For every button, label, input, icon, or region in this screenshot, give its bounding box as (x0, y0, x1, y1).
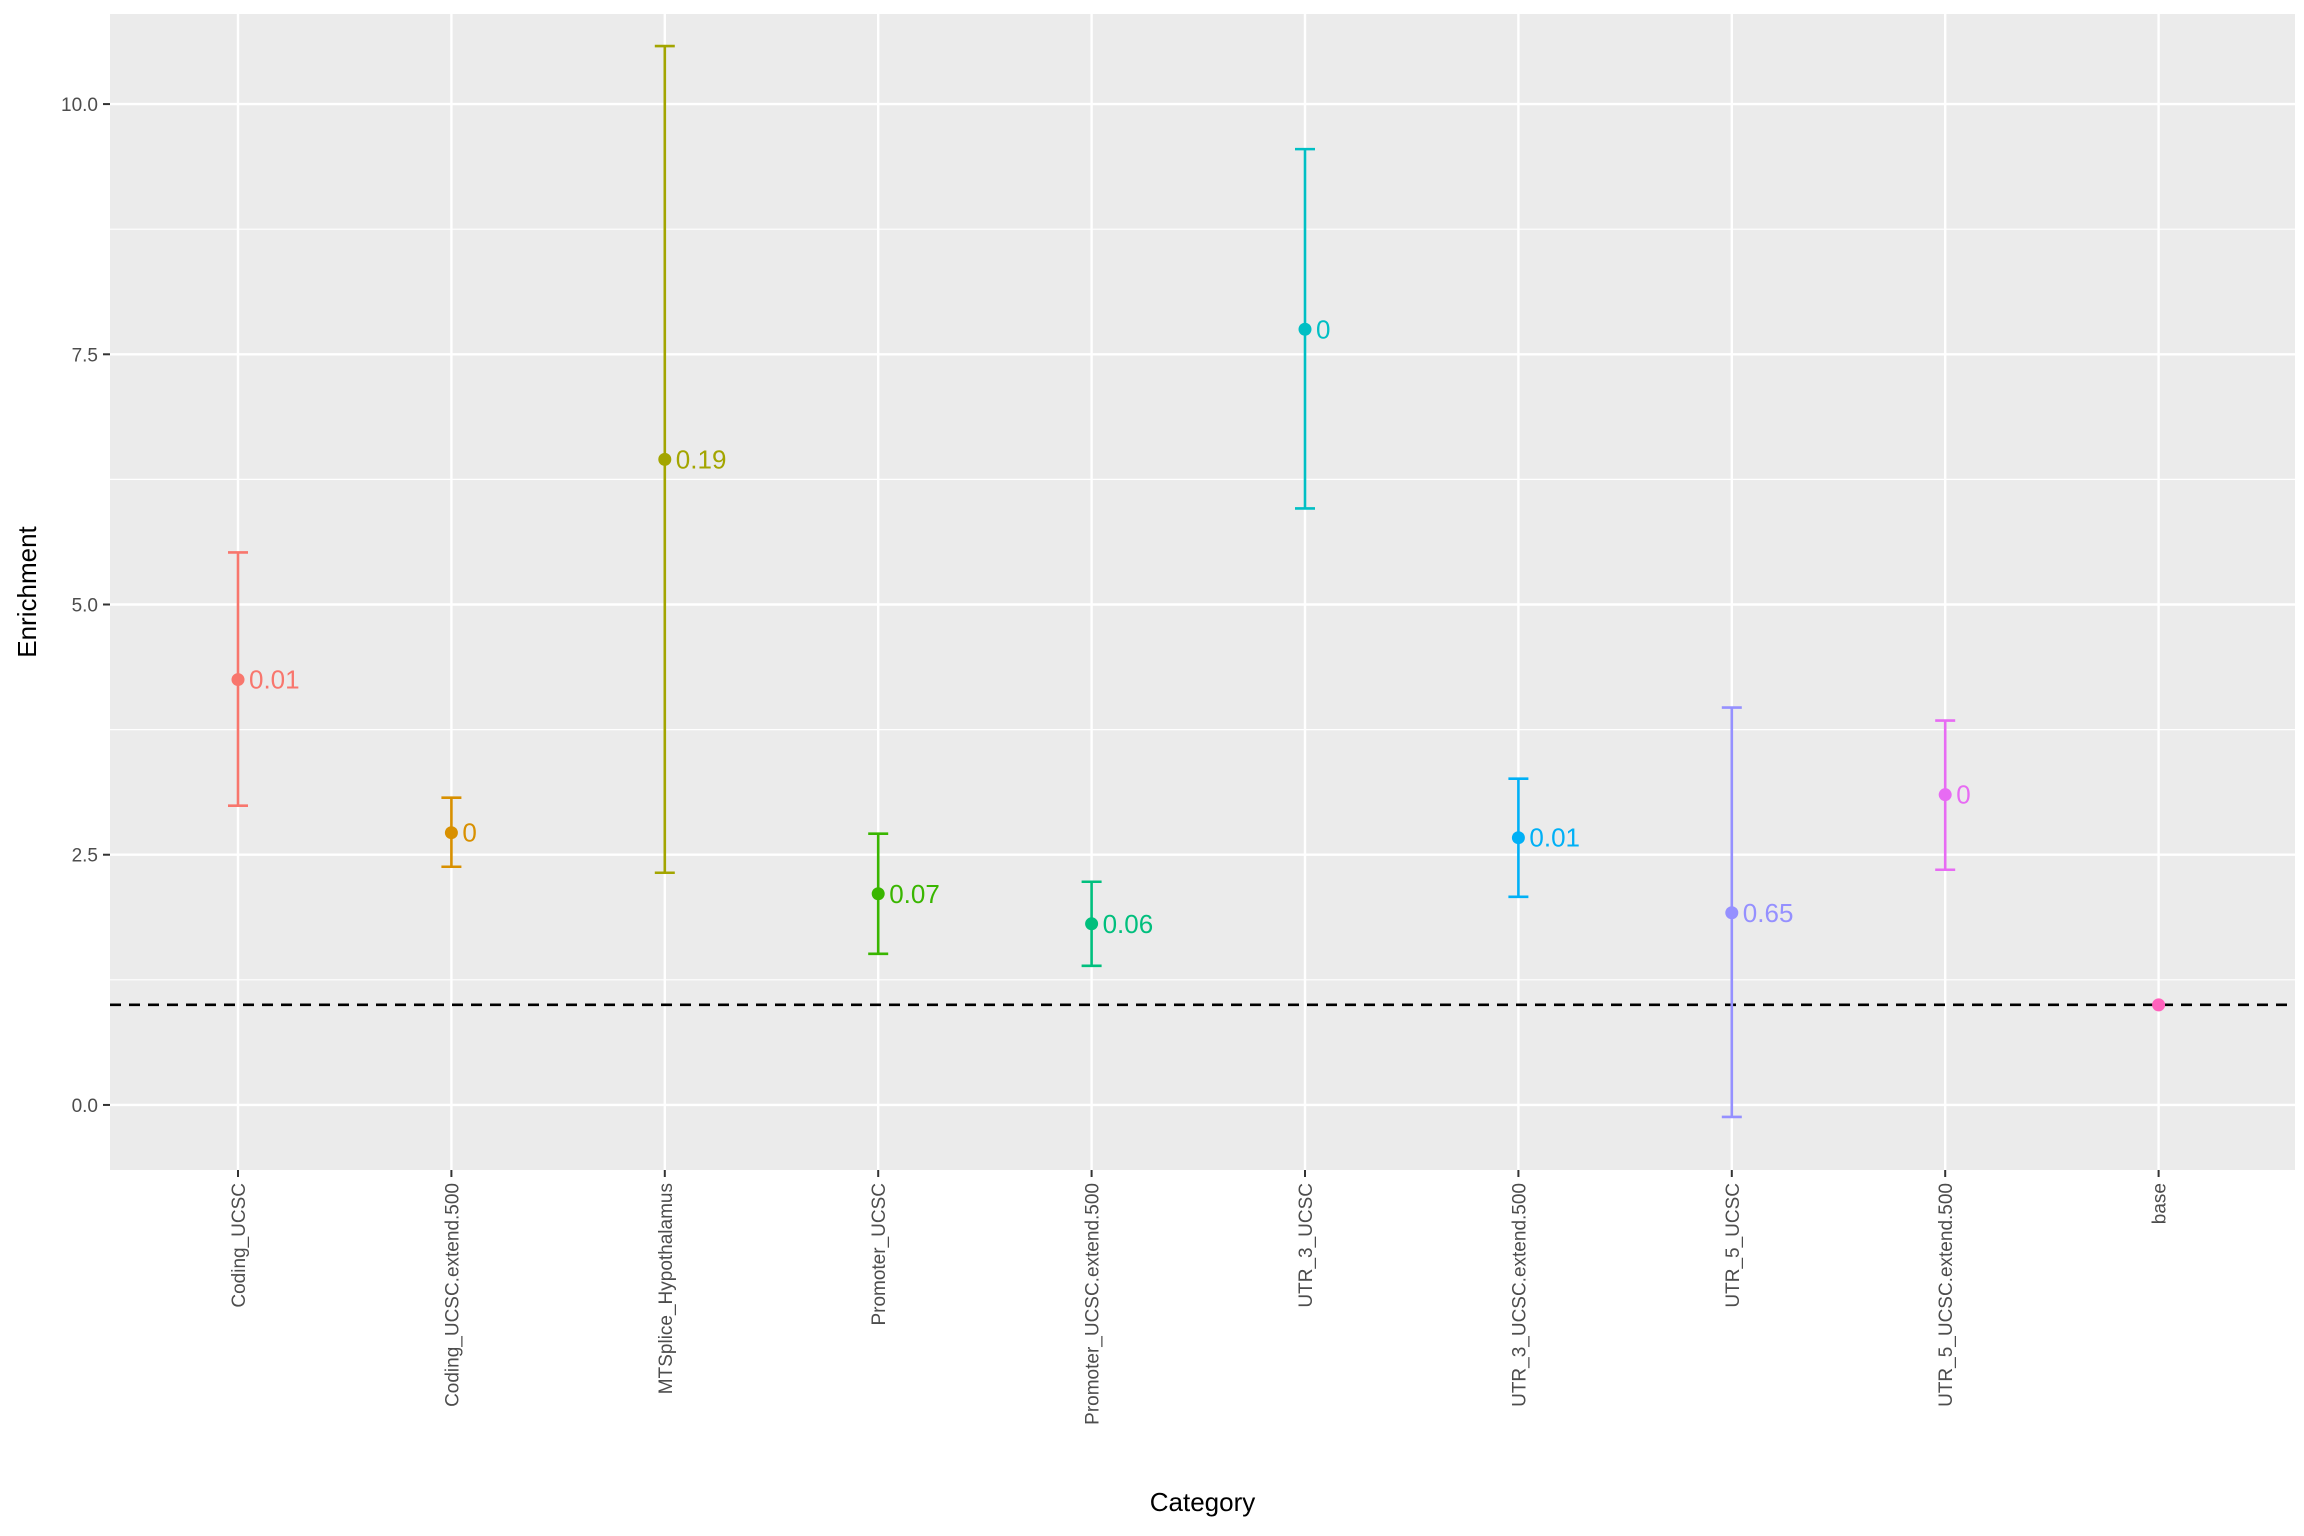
x-tick-label: UTR_5_UCSC.extend.500 (1936, 1183, 1957, 1407)
data-point (231, 673, 245, 687)
data-point-group (2152, 998, 2166, 1012)
data-point-group: 0.06 (1081, 880, 1154, 968)
data-label: 0.19 (676, 444, 727, 474)
data-label: 0 (1956, 780, 1970, 810)
data-label: 0.65 (1743, 898, 1794, 928)
x-tick-label: Coding_UCSC (229, 1183, 250, 1308)
x-axis: Coding_UCSC Coding_UCSC.extend.500 MTSplic… (229, 1170, 2171, 1425)
data-point (1725, 906, 1739, 920)
y-axis: 0.0 2.5 5.0 7.5 10.0 (61, 95, 110, 1117)
y-tick-label: 7.5 (72, 345, 98, 366)
plot-panel (110, 14, 2295, 1170)
data-point (1938, 788, 1952, 802)
data-point-group: 0 (1295, 147, 1330, 510)
data-point-group: 0.19 (654, 44, 727, 875)
data-label: 0 (1316, 314, 1330, 344)
y-tick-label: 0.0 (72, 1096, 98, 1117)
data-point (1511, 831, 1525, 845)
x-tick-label: UTR_3_UCSC (1296, 1183, 1317, 1308)
x-tick-label: Promoter_UCSC.extend.500 (1083, 1183, 1104, 1425)
data-label: 0.06 (1103, 909, 1154, 939)
y-tick-label: 5.0 (72, 596, 98, 617)
minor-gridlines (110, 228, 2295, 981)
data-point (658, 452, 672, 466)
x-axis-title: Category (1150, 1487, 1256, 1517)
y-tick-label: 2.5 (72, 846, 98, 867)
data-point-group: 0.65 (1721, 706, 1794, 1119)
data-point-group: 0.07 (868, 832, 940, 956)
x-tick-label: base (2150, 1183, 2171, 1224)
data-point-group: 0.01 (228, 551, 300, 807)
data-point-group: 0 (441, 796, 477, 869)
data-point (2152, 998, 2166, 1012)
data-label: 0 (462, 818, 476, 848)
x-tick-label: MTSplice_Hypothalamus (656, 1183, 677, 1394)
data-point (1085, 917, 1099, 931)
data-label: 0.01 (249, 665, 300, 695)
x-tick-label: UTR_3_UCSC.extend.500 (1509, 1183, 1530, 1407)
data-label: 0.01 (1529, 823, 1580, 853)
data-point (444, 826, 458, 840)
x-tick-label: UTR_5_UCSC (1723, 1183, 1744, 1308)
data-point (871, 887, 885, 901)
data-marks: 0.01 0 0.19 0.07 0.06 0 0.01 0.65 0 (228, 44, 2166, 1119)
data-point-group: 0.01 (1508, 777, 1580, 899)
y-axis-title: Enrichment (12, 525, 42, 657)
y-tick-label: 10.0 (61, 95, 98, 116)
data-point (1298, 322, 1312, 336)
data-point-group: 0 (1935, 719, 1971, 872)
x-tick-label: Promoter_UCSC (869, 1183, 890, 1326)
x-tick-label: Coding_UCSC.extend.500 (442, 1183, 463, 1407)
data-label: 0.07 (889, 879, 940, 909)
